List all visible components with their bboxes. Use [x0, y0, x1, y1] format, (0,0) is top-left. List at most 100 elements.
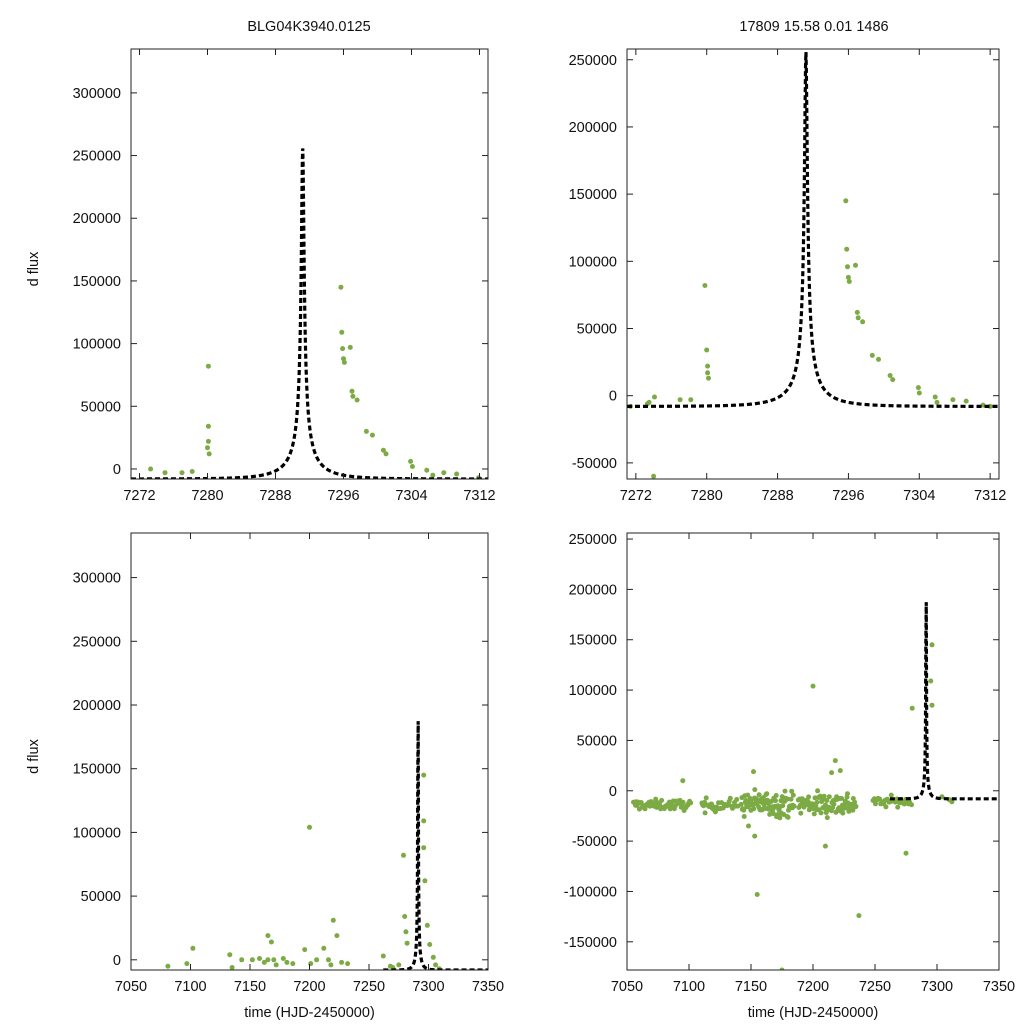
plot-area: [627, 51, 999, 479]
data-point: [190, 945, 196, 951]
data-point: [727, 795, 733, 801]
x-tick-label: 7250: [353, 979, 385, 995]
data-point: [271, 957, 277, 963]
data-point: [326, 957, 331, 963]
data-point: [741, 807, 747, 813]
data-point: [652, 394, 657, 400]
data-point: [659, 797, 665, 803]
data-point: [810, 683, 816, 689]
y-tick-label: 250000: [73, 149, 121, 165]
x-tick-label: 7312: [463, 488, 495, 504]
data-point: [433, 962, 439, 968]
data-point: [646, 399, 652, 405]
x-tick-label: 7150: [234, 979, 266, 995]
data-point: [818, 810, 824, 816]
data-point: [846, 279, 852, 284]
data-point: [791, 803, 797, 809]
data-point: [205, 363, 211, 369]
data-point: [852, 799, 858, 805]
data-point: [705, 363, 711, 369]
data-point: [773, 793, 779, 798]
data-point: [856, 913, 862, 919]
x-tick-label: 7050: [611, 979, 643, 995]
data-point: [873, 801, 878, 807]
panel-top-left: 7272 7280 7288 7296 7304 7312 0 50000 100000 1500…: [26, 48, 496, 504]
data-point: [963, 398, 969, 404]
x-tick-label: 7150: [735, 979, 767, 995]
data-point: [829, 770, 835, 776]
data-point: [261, 959, 267, 965]
data-point: [162, 470, 168, 476]
data-point: [265, 933, 271, 939]
data-point: [821, 793, 827, 799]
data-point: [915, 385, 921, 391]
data-point: [788, 796, 794, 802]
axes-frame: [130, 48, 489, 480]
y-tick-label: 50000: [577, 322, 617, 338]
data-point: [205, 445, 210, 451]
data-point: [239, 957, 245, 963]
data-point: [860, 319, 866, 325]
data-point: [869, 352, 875, 358]
data-point: [380, 953, 386, 959]
data-point: [895, 804, 901, 810]
data-point: [887, 373, 893, 378]
x-tick-label: 7304: [395, 488, 427, 504]
y-tick-label: -150000: [564, 935, 617, 951]
x-tick-label: 7304: [903, 488, 935, 504]
y-tick-label: -100000: [564, 884, 617, 900]
model-curve: [383, 721, 488, 970]
data-point: [780, 803, 786, 809]
data-point: [752, 833, 758, 839]
data-point: [785, 814, 791, 820]
data-point: [777, 815, 783, 821]
data-point: [290, 961, 296, 967]
y-tick-label: 150000: [73, 762, 121, 778]
y-tick-label: 250000: [569, 532, 617, 548]
x-tick-label: 7272: [620, 488, 652, 504]
data-point: [822, 843, 828, 849]
data-point: [764, 791, 770, 797]
y-tick-label: 100000: [569, 254, 617, 270]
data-point: [307, 824, 312, 830]
data-point: [341, 359, 347, 365]
model-curve: [889, 602, 999, 801]
data-point: [705, 370, 711, 376]
x-tick-label: 7100: [673, 979, 705, 995]
data-point: [454, 471, 460, 477]
data-point: [330, 917, 336, 923]
data-point: [427, 942, 433, 947]
data-point: [229, 965, 235, 970]
x-tick-label: 7050: [115, 979, 147, 995]
panel-bottom-right: 7050 7100 7150 7200 7250 7300 7350 -150000 -1000…: [564, 532, 1015, 1021]
y-tick-label: 0: [113, 462, 121, 478]
data-point: [677, 397, 683, 403]
data-point: [845, 264, 850, 270]
y-tick-label: 300000: [73, 86, 121, 102]
data-point: [901, 801, 907, 807]
data-point: [227, 952, 233, 958]
data-point: [702, 283, 708, 288]
data-point: [706, 375, 711, 381]
data-point: [401, 852, 406, 858]
y-tick-label: 100000: [569, 683, 617, 699]
data-point: [314, 957, 320, 963]
y-tick-label: 250000: [73, 634, 121, 650]
data-point: [345, 961, 351, 967]
x-tick-label: 7296: [327, 488, 359, 504]
data-point: [273, 962, 279, 968]
plot-area: [131, 148, 488, 479]
data-point: [165, 963, 171, 969]
x-tick-label: 7312: [974, 488, 1006, 504]
data-point: [824, 815, 830, 821]
data-point: [408, 458, 414, 464]
data-point: [249, 957, 255, 963]
data-point: [703, 795, 709, 801]
plot-area: [165, 721, 488, 970]
right-title: 17809 15.58 0.01 1486: [739, 19, 888, 35]
x-tick-label: 7200: [797, 979, 829, 995]
data-point: [832, 758, 838, 764]
model-curve: [627, 51, 999, 408]
data-point: [688, 800, 694, 806]
data-point: [782, 788, 788, 794]
